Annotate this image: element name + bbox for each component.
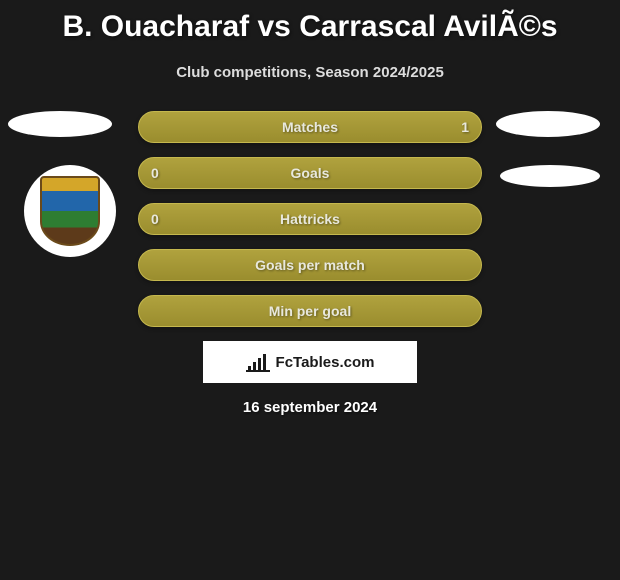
stat-row-hattricks: 0 Hattricks — [138, 203, 482, 235]
source-logo-box: FcTables.com — [203, 341, 417, 383]
stat-row-matches: Matches 1 — [138, 111, 482, 143]
source-logo-text: FcTables.com — [276, 354, 375, 371]
player-right-placeholder-ellipse — [496, 111, 600, 137]
page-subtitle: Club competitions, Season 2024/2025 — [0, 64, 620, 81]
stat-left-value: 0 — [151, 211, 159, 227]
snapshot-date: 16 september 2024 — [0, 399, 620, 416]
stat-row-min-per-goal: Min per goal — [138, 295, 482, 327]
page-title: B. Ouacharaf vs Carrascal AvilÃ©s — [0, 0, 620, 44]
stat-label: Hattricks — [280, 211, 340, 227]
stat-row-goals-per-match: Goals per match — [138, 249, 482, 281]
club-left-crest — [24, 165, 116, 257]
stat-label: Goals per match — [255, 257, 365, 273]
comparison-container: Matches 1 0 Goals 0 Hattricks Goals per … — [0, 111, 620, 327]
player-left-placeholder-ellipse — [8, 111, 112, 137]
stat-left-value: 0 — [151, 165, 159, 181]
stat-label: Matches — [282, 119, 338, 135]
stat-label: Min per goal — [269, 303, 351, 319]
shield-icon — [40, 176, 100, 246]
stat-right-value: 1 — [461, 119, 469, 135]
stat-pills: Matches 1 0 Goals 0 Hattricks Goals per … — [138, 111, 482, 327]
bar-chart-icon — [246, 352, 270, 372]
club-right-placeholder-ellipse — [500, 165, 600, 187]
stat-row-goals: 0 Goals — [138, 157, 482, 189]
stat-label: Goals — [291, 165, 330, 181]
